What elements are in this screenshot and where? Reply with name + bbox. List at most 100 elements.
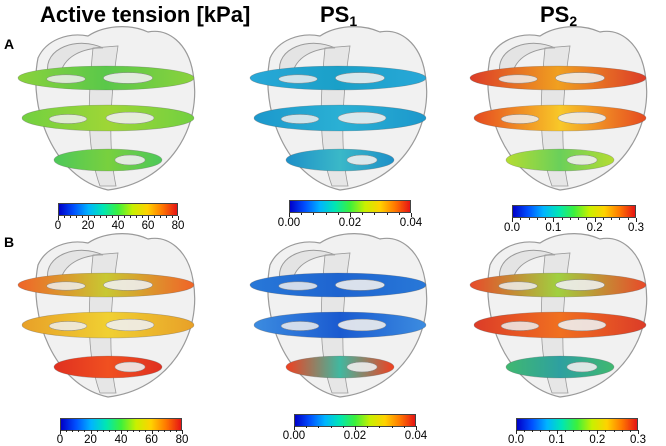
ventricle-lumen xyxy=(280,321,320,331)
colorbar-tick-mark xyxy=(313,213,315,215)
colorbar-tick-mark xyxy=(166,216,167,218)
colorbar-tick-mark xyxy=(619,218,621,220)
colorbar-tick-label: 0 xyxy=(56,434,64,446)
colorbar-tick-mark xyxy=(516,430,517,434)
colorbar-tick-mark xyxy=(621,430,623,432)
colorbar-tick-mark xyxy=(528,218,530,220)
colorbar-ps1-a xyxy=(289,200,411,213)
colorbar-tick-label: 20 xyxy=(81,220,95,232)
colorbar-tick-mark xyxy=(386,213,388,215)
ventricle-lumen xyxy=(566,361,598,373)
colorbar-tick-label: 80 xyxy=(171,220,185,232)
colorbar-ticks-ps2-b: 0.0 0.1 0.2 0.3 xyxy=(508,430,646,446)
colorbar-tick-mark xyxy=(586,218,588,220)
colorbar-ps2-b xyxy=(516,418,638,431)
ventricle-lumen xyxy=(335,279,385,291)
colorbar-ticks-tension-a: 0 20 40 60 80 xyxy=(55,216,184,232)
colorbar-tick-mark xyxy=(151,430,153,434)
colorbar-tick-mark xyxy=(133,430,135,432)
ventricle-lumen xyxy=(346,154,378,166)
ventricle-lumen xyxy=(114,361,146,373)
colorbar-tick-mark xyxy=(325,213,327,215)
colorbar-tick-mark xyxy=(60,430,61,434)
myocardium-slice xyxy=(505,148,615,172)
ventricle-lumen xyxy=(555,279,605,291)
colorbar-tick-label: 60 xyxy=(145,434,158,446)
colorbar-tick-mark xyxy=(627,218,629,220)
colorbar-tick-mark xyxy=(154,216,155,218)
column-title-ps2: PS2 xyxy=(540,2,578,29)
myocardium-slice xyxy=(505,355,615,379)
row-label-b: B xyxy=(4,234,15,250)
colorbar-tick-mark xyxy=(112,216,113,218)
heart-panel-b-ps1 xyxy=(249,233,428,398)
ventricle-lumen xyxy=(105,318,155,332)
colorbar-tick-label: 0.3 xyxy=(630,434,646,446)
ventricle-lumen xyxy=(566,154,598,166)
colorbar-tick-mark xyxy=(142,216,143,218)
colorbar-tick-label: 0.0 xyxy=(504,222,520,234)
heart-panel-a-ps2 xyxy=(469,26,648,191)
colorbar-tick-mark xyxy=(611,218,613,220)
ventricle-lumen xyxy=(337,318,387,332)
colorbar-tick-mark xyxy=(403,426,405,428)
colorbar-tick-mark xyxy=(398,213,400,215)
colorbar-tick-mark xyxy=(367,426,369,428)
myocardium-slice xyxy=(53,148,163,172)
colorbar-tick-label: 0.00 xyxy=(282,430,306,442)
colorbar-tick-mark xyxy=(127,430,129,432)
heart-panel-a-ps1 xyxy=(249,26,428,191)
colorbar-tick-mark xyxy=(602,218,604,220)
ventricle-lumen xyxy=(500,114,540,124)
colorbar-tick-label: 0.3 xyxy=(628,222,644,234)
colorbar-tick-label: 0.0 xyxy=(508,434,524,446)
colorbar-tick-mark xyxy=(106,216,107,218)
colorbar-tick-mark xyxy=(350,213,351,217)
colorbar-tick-mark xyxy=(613,430,615,432)
colorbar-tick-mark xyxy=(578,218,580,220)
colorbar-tick-mark xyxy=(556,430,558,434)
ventricle-lumen xyxy=(278,74,318,84)
colorbar-tick-mark xyxy=(108,430,110,432)
colorbar-tick-mark xyxy=(524,430,526,432)
ventricle-lumen xyxy=(500,321,540,331)
colorbar-tick-mark xyxy=(605,430,607,432)
colorbar-tick-mark xyxy=(72,430,74,432)
heart-panel-b-tension xyxy=(17,233,196,398)
colorbar-tick-mark xyxy=(638,430,639,434)
ventricle-lumen xyxy=(498,281,538,291)
colorbar-tick-mark xyxy=(139,430,141,432)
ventricle-lumen xyxy=(346,361,378,373)
ventricle-lumen xyxy=(498,74,538,84)
colorbar-tension-a xyxy=(58,203,178,216)
colorbar-tick-mark xyxy=(84,430,86,432)
colorbar-tick-mark xyxy=(175,430,177,432)
colorbar-tick-mark xyxy=(102,430,104,432)
colorbar-tick-mark xyxy=(416,426,417,430)
column-title-active-tension: Active tension [kPa] xyxy=(40,2,251,27)
row-label-a: A xyxy=(4,36,15,52)
colorbar-tick-label: 0.04 xyxy=(399,217,423,229)
colorbar-tick-mark xyxy=(90,430,92,434)
colorbar-tick-mark xyxy=(301,213,303,215)
colorbar-tick-mark xyxy=(136,216,137,218)
colorbar-tick-label: 40 xyxy=(111,220,125,232)
colorbar-tick-label: 0.02 xyxy=(343,430,367,442)
colorbar-tick-mark xyxy=(160,216,161,218)
colorbar-tick-mark xyxy=(362,213,364,215)
colorbar-tick-mark xyxy=(169,430,171,432)
colorbar-tick-mark xyxy=(157,430,159,432)
colorbar-tick-mark xyxy=(545,218,547,220)
ventricle-lumen xyxy=(555,72,605,84)
colorbar-tick-mark xyxy=(306,426,308,428)
colorbar-tick-mark xyxy=(66,430,68,432)
colorbar-tick-mark xyxy=(532,430,534,432)
colorbar-tick-mark xyxy=(536,218,538,220)
colorbar-tick-label: 0.04 xyxy=(404,430,428,442)
colorbar-tick-label: 80 xyxy=(175,434,189,446)
colorbar-tick-mark xyxy=(148,216,149,220)
colorbar-tick-mark xyxy=(118,216,119,220)
colorbar-tick-mark xyxy=(411,213,412,217)
ventricle-lumen xyxy=(48,321,88,331)
colorbar-tick-mark xyxy=(163,430,165,432)
